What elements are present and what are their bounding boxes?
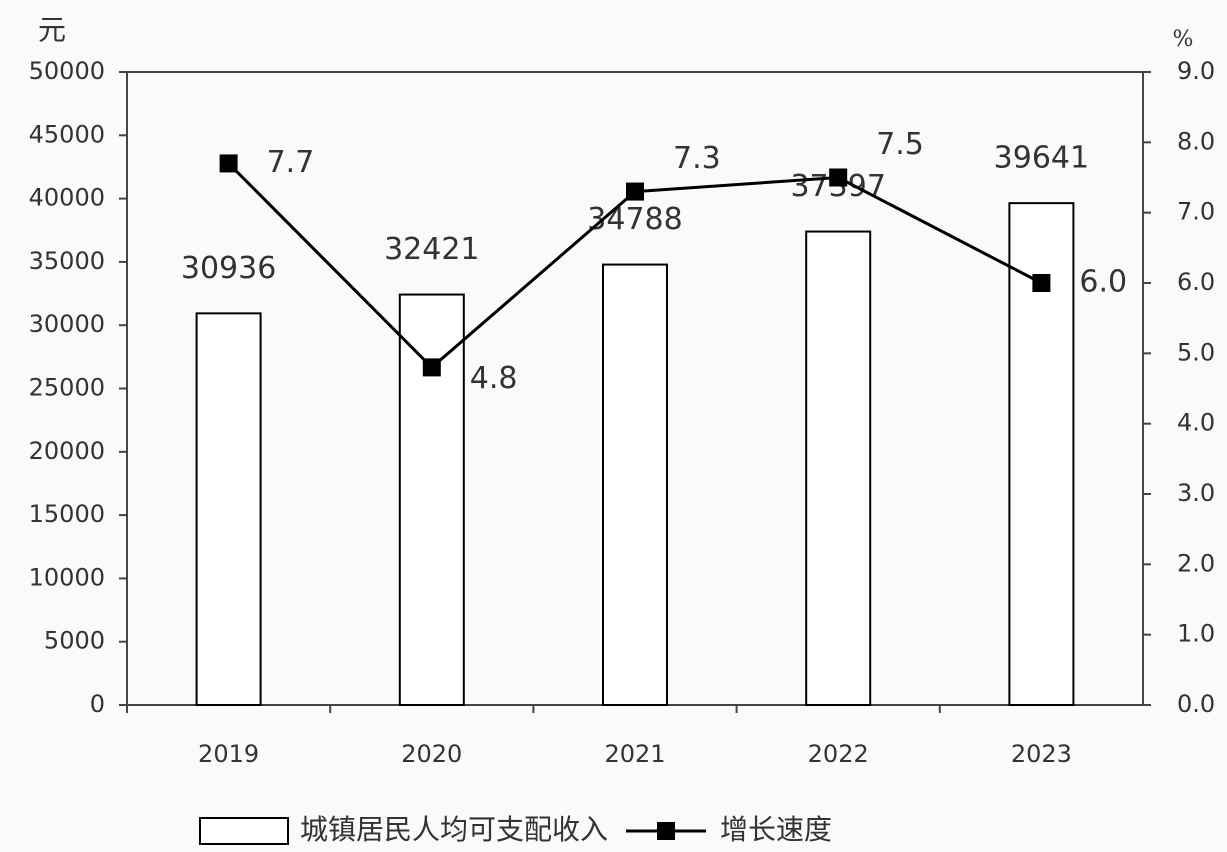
legend-swatch — [657, 822, 676, 840]
y-tick-label: 45000 — [29, 120, 105, 148]
line-value-label: 7.3 — [673, 141, 721, 176]
y2-tick-label: 3.0 — [1177, 479, 1215, 507]
line-marker — [626, 182, 644, 201]
line-marker — [829, 168, 848, 187]
line-marker — [422, 358, 441, 377]
y-tick-label: 25000 — [29, 374, 105, 402]
y-axis-unit: 元 — [38, 14, 66, 47]
bar-value-label: 39641 — [994, 141, 1089, 176]
y2-tick-label: 2.0 — [1177, 549, 1215, 577]
line-marker — [1032, 274, 1051, 292]
y-tick-label: 5000 — [44, 627, 105, 655]
y2-tick-label: 7.0 — [1177, 198, 1215, 226]
y2-tick-label: 0.0 — [1177, 690, 1215, 718]
x-tick-label: 2020 — [401, 740, 462, 768]
line-value-label: 7.5 — [876, 127, 924, 162]
bar — [805, 230, 872, 706]
y-tick-label: 0 — [90, 690, 105, 718]
x-tick-label: 2023 — [1011, 740, 1072, 768]
y2-tick-label: 5.0 — [1177, 338, 1215, 366]
bar — [398, 293, 465, 706]
bar-value-label: 30936 — [181, 251, 276, 286]
y2-axis-unit: % — [1173, 27, 1194, 52]
y2-tick-label: 4.0 — [1177, 409, 1215, 437]
y-tick-label: 50000 — [29, 57, 105, 85]
line-value-label: 6.0 — [1079, 265, 1127, 300]
y-tick-label: 20000 — [29, 437, 105, 465]
legend-swatch — [199, 817, 289, 845]
legend-label: 城镇居民人均可支配收入 — [300, 813, 608, 846]
legend-label: 增长速度 — [720, 813, 832, 846]
y-tick-label: 40000 — [29, 184, 105, 212]
y-tick-label: 30000 — [29, 310, 105, 338]
x-tick-label: 2019 — [198, 740, 259, 768]
bar — [602, 263, 668, 706]
line-value-label: 7.7 — [267, 145, 315, 180]
y2-tick-label: 1.0 — [1177, 620, 1215, 648]
line-value-label: 4.8 — [470, 361, 518, 396]
bar-value-label: 32421 — [384, 232, 479, 267]
y2-tick-label: 9.0 — [1177, 57, 1215, 85]
line-marker — [219, 154, 238, 173]
y-tick-label: 35000 — [29, 247, 105, 275]
y-tick-label: 10000 — [29, 563, 105, 591]
y-tick-label: 15000 — [29, 500, 105, 528]
x-tick-label: 2022 — [808, 740, 869, 768]
bar — [195, 312, 262, 706]
y2-tick-label: 8.0 — [1177, 127, 1215, 155]
y2-tick-label: 6.0 — [1177, 268, 1215, 296]
x-tick-label: 2021 — [604, 740, 665, 768]
